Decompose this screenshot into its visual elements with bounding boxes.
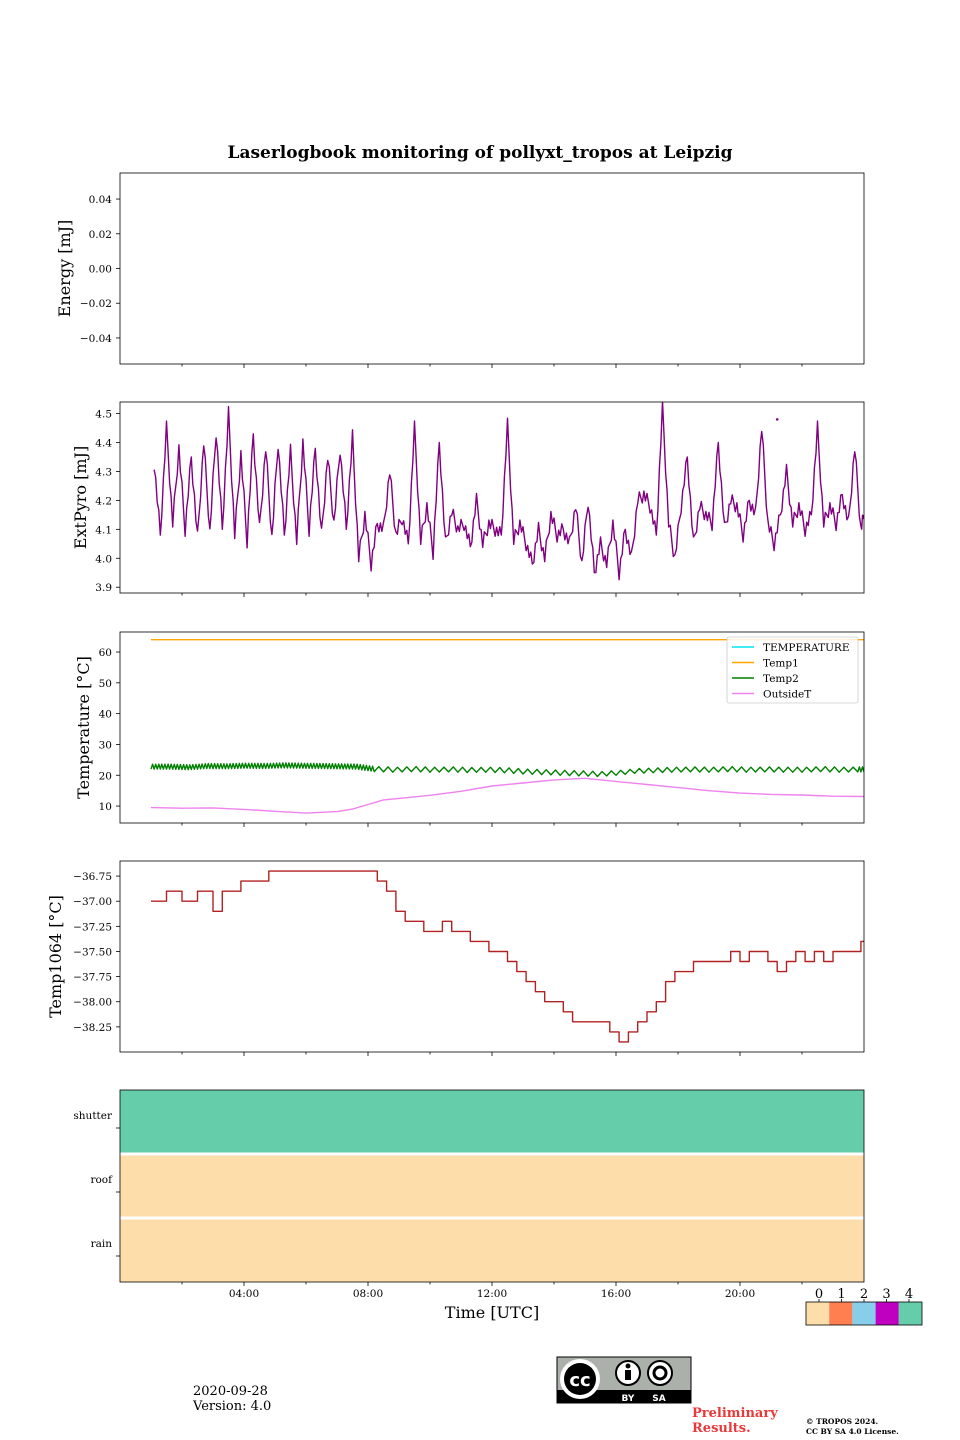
y-tick-label: 4.5 — [95, 409, 112, 421]
panel-frame — [119, 401, 865, 594]
panel-1: 0.04 0.02 0.00 −0.02 −0.04 Energy [mJ] — [55, 172, 865, 368]
y-tick-label: 4.0 — [95, 553, 112, 565]
colorbar-tick-label: 3 — [882, 1287, 890, 1302]
y-tick-label: −37.00 — [73, 896, 112, 908]
colorbar-tick-label: 0 — [815, 1287, 823, 1302]
cc-license-badge: cc BY SA — [556, 1356, 692, 1404]
by-icon-body — [625, 1370, 631, 1380]
y-tick-label: 60 — [99, 647, 112, 659]
y-tick-label: −37.25 — [73, 921, 112, 933]
y-tick-label: 40 — [99, 709, 112, 721]
y-tick-label: −37.75 — [73, 972, 112, 984]
y-tick-label: 4.4 — [95, 438, 112, 450]
y-tick-label: 4.1 — [95, 524, 112, 536]
colorbar-cell-4 — [898, 1302, 922, 1325]
y-axis-label: Energy [mJ] — [55, 220, 74, 318]
y-tick-label: 0.00 — [89, 264, 112, 276]
y-tick-label: 30 — [99, 739, 112, 751]
y-tick-label: −38.25 — [73, 1022, 112, 1034]
legend-label-temp2: Temp2 — [763, 673, 799, 685]
legend-label-temperature: TEMPERATURE — [763, 642, 850, 654]
y-tick-label: 4.2 — [95, 495, 112, 507]
legend-label-temp1: Temp1 — [763, 658, 799, 670]
y-tick-label: −0.02 — [80, 298, 112, 310]
x-tick-label: 16:00 — [601, 1288, 631, 1300]
colorbar-cell-1 — [829, 1302, 853, 1325]
y-tick-label: −36.75 — [73, 871, 112, 883]
colorbar-tick-label: 2 — [860, 1287, 868, 1302]
colorbar-cell-2 — [852, 1302, 876, 1325]
y-tick-label: 50 — [99, 678, 112, 690]
x-tick-label: 08:00 — [353, 1288, 383, 1300]
panel-frame — [119, 631, 865, 824]
status-row-rain — [120, 1218, 864, 1282]
y-tick-label: −37.50 — [73, 946, 112, 958]
sa-label: SA — [652, 1394, 665, 1404]
status-row-roof — [120, 1154, 864, 1218]
y-axis-label: ExtPyro [mJ] — [71, 446, 90, 549]
y-tick-label: 3.9 — [95, 582, 112, 594]
legend: TEMPERATURE Temp1 Temp2 OutsideT — [726, 636, 859, 704]
panel-frame — [119, 172, 865, 365]
colorbar-cell-0 — [806, 1302, 830, 1325]
series-line-extpyro — [153, 402, 864, 581]
date-label: 2020-09-28 — [193, 1384, 268, 1399]
cc-icon: cc — [569, 1370, 590, 1391]
sa-icon — [647, 1360, 673, 1386]
panel-2: 4.5 4.4 4.3 4.2 4.1 4.0 3.9 ExtPyro [mJ] — [71, 401, 865, 597]
preliminary-line-2: Results. — [692, 1421, 751, 1436]
status-row-label-roof: roof — [90, 1174, 113, 1186]
y-tick-label: −38.00 — [73, 997, 112, 1009]
colorbar-cell-3 — [875, 1302, 899, 1325]
panel-frame — [119, 860, 865, 1053]
chart-title: Laserlogbook monitoring of pollyxt_tropo… — [227, 143, 732, 163]
status-row-label-shutter: shutter — [73, 1110, 113, 1122]
y-tick-label: 10 — [99, 801, 112, 813]
panel-4: −36.75 −37.00 −37.25 −37.50 −37.75 −38.00 −38.… — [46, 860, 865, 1056]
legend-label-outsidet: OutsideT — [763, 689, 811, 701]
y-tick-label: 0.04 — [89, 194, 113, 206]
panel-5-status: shutter roof rain 04:00 08:00 12:00 16:00 20:00… — [73, 1089, 923, 1326]
sa-icon-arc — [652, 1365, 668, 1381]
y-axis-label: Temperature [°C] — [74, 656, 93, 799]
x-tick-label: 20:00 — [725, 1288, 755, 1300]
series-line-outsidet — [150, 777, 864, 814]
by-label: BY — [622, 1394, 635, 1404]
copyright-note: © TROPOS 2024. CC BY SA 4.0 License. — [806, 1417, 899, 1437]
status-row-shutter — [120, 1090, 864, 1154]
y-tick-label: 4.3 — [95, 466, 112, 478]
x-axis-label: Time [UTC] — [445, 1303, 539, 1322]
cc-circle-inner — [564, 1363, 596, 1395]
colorbar-tick-label: 4 — [905, 1287, 913, 1302]
copyright-line-1: © TROPOS 2024. — [806, 1417, 879, 1426]
y-tick-label: 0.02 — [89, 229, 112, 241]
copyright-line-2: CC BY SA 4.0 License. — [806, 1427, 899, 1436]
x-tick-label: 04:00 — [229, 1288, 259, 1300]
y-axis-label: Temp1064 [°C] — [46, 895, 65, 1018]
y-tick-label: −0.04 — [80, 333, 112, 345]
series-group — [153, 402, 864, 581]
preliminary-note: Preliminary Results. — [692, 1406, 778, 1436]
series-line-temp1064 — [151, 870, 864, 1043]
series-group — [151, 870, 864, 1043]
colorbar-tick-label: 1 — [837, 1287, 845, 1302]
version-label: Version: 4.0 — [193, 1399, 272, 1414]
by-icon-head — [625, 1363, 631, 1369]
series-point — [775, 418, 779, 421]
series-line-temp2 — [150, 762, 864, 778]
y-tick-label: 20 — [99, 770, 112, 782]
x-tick-label: 12:00 — [477, 1288, 507, 1300]
status-row-label-rain: rain — [91, 1238, 113, 1250]
preliminary-line-1: Preliminary — [692, 1406, 778, 1421]
legend-box — [726, 636, 859, 704]
